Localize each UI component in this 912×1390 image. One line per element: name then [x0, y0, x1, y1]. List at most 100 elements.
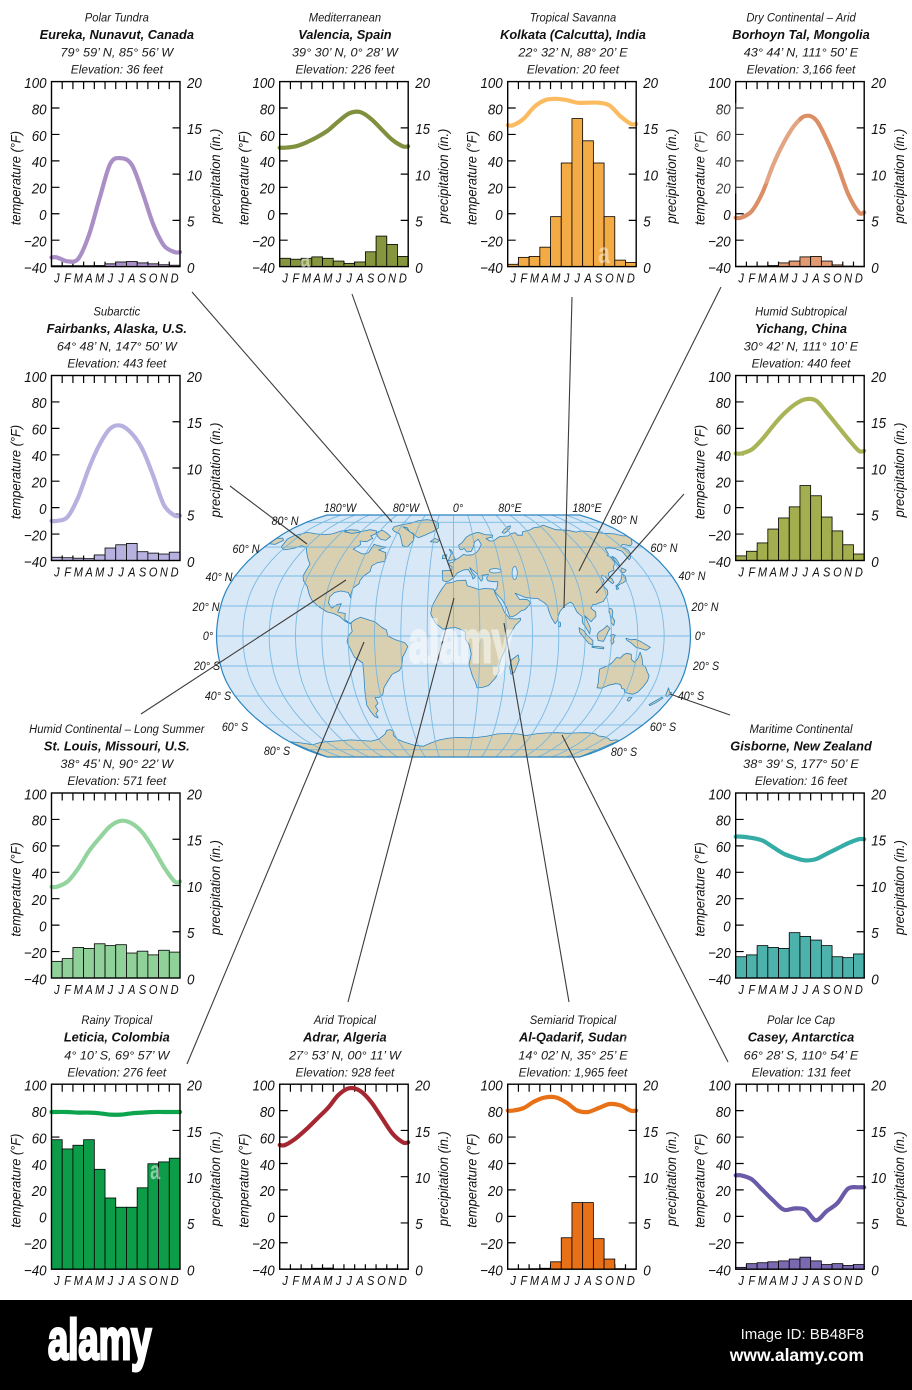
svg-text:5: 5 — [871, 507, 879, 524]
svg-text:a: a — [300, 244, 311, 273]
svg-text:15: 15 — [187, 121, 202, 138]
svg-text:O: O — [377, 1273, 386, 1288]
svg-text:27° 53’ N, 00° 11’ W: 27° 53’ N, 00° 11’ W — [288, 1048, 402, 1062]
svg-text:A: A — [84, 1273, 92, 1288]
svg-text:N: N — [844, 982, 852, 997]
svg-text:A: A — [769, 271, 777, 286]
svg-text:M: M — [323, 271, 333, 286]
svg-text:a: a — [623, 1025, 633, 1052]
svg-text:Mediterranean: Mediterranean — [309, 11, 381, 25]
svg-text:40° N: 40° N — [206, 571, 234, 584]
svg-text:Borhoyn Tal, Mongolia: Borhoyn Tal, Mongolia — [732, 27, 869, 42]
svg-text:20: 20 — [642, 1077, 658, 1094]
svg-text:−20: −20 — [252, 233, 275, 250]
svg-text:J: J — [737, 271, 744, 286]
svg-text:0: 0 — [723, 206, 731, 223]
svg-text:15: 15 — [643, 121, 658, 138]
svg-text:20° N: 20° N — [691, 601, 720, 614]
svg-text:0: 0 — [871, 1262, 879, 1279]
svg-text:−40: −40 — [24, 971, 47, 988]
svg-text:M: M — [779, 982, 789, 997]
svg-text:Elevation: 440 feet: Elevation: 440 feet — [752, 356, 851, 370]
svg-text:0: 0 — [187, 971, 195, 988]
svg-text:10: 10 — [643, 1169, 658, 1186]
svg-text:100: 100 — [708, 786, 730, 803]
svg-text:−40: −40 — [252, 1262, 275, 1279]
svg-text:N: N — [160, 1273, 168, 1288]
svg-text:10: 10 — [187, 878, 202, 895]
svg-text:−20: −20 — [480, 233, 503, 250]
svg-text:60: 60 — [32, 839, 47, 856]
svg-text:D: D — [627, 1273, 635, 1288]
svg-text:precipitation (in.): precipitation (in.) — [208, 840, 224, 936]
svg-text:−40: −40 — [24, 1262, 47, 1279]
svg-text:40: 40 — [716, 1156, 731, 1173]
svg-text:20: 20 — [870, 786, 886, 803]
svg-text:−20: −20 — [480, 1235, 503, 1252]
svg-text:M: M — [779, 1273, 789, 1288]
svg-text:40: 40 — [716, 865, 731, 882]
svg-text:Tropical Savanna: Tropical Savanna — [530, 11, 617, 25]
svg-text:−20: −20 — [24, 1235, 47, 1252]
svg-text:10: 10 — [871, 461, 886, 478]
svg-text:40: 40 — [260, 154, 275, 171]
svg-text:Dry Continental – Arid: Dry Continental – Arid — [746, 11, 856, 25]
svg-text:A: A — [127, 1273, 135, 1288]
svg-text:a: a — [150, 1156, 161, 1185]
svg-text:10: 10 — [415, 1169, 430, 1186]
svg-text:precipitation (in.): precipitation (in.) — [208, 1131, 224, 1227]
svg-text:Elevation: 276 feet: Elevation: 276 feet — [67, 1065, 166, 1079]
svg-text:temperature (°F): temperature (°F) — [692, 425, 708, 519]
svg-text:M: M — [95, 271, 105, 286]
svg-text:Maritime Continental: Maritime Continental — [750, 723, 853, 737]
svg-text:precipitation (in.): precipitation (in.) — [208, 129, 224, 225]
svg-text:Elevation: 1,965 feet: Elevation: 1,965 feet — [519, 1065, 628, 1079]
svg-text:80: 80 — [488, 101, 503, 118]
svg-text:M: M — [74, 271, 84, 286]
svg-text:0°: 0° — [203, 630, 214, 643]
svg-text:D: D — [855, 982, 863, 997]
svg-text:Subarctic: Subarctic — [93, 305, 140, 319]
svg-text:A: A — [355, 1273, 363, 1288]
svg-text:60: 60 — [716, 1130, 731, 1147]
svg-text:20: 20 — [31, 474, 47, 491]
svg-text:−20: −20 — [24, 233, 47, 250]
svg-text:100: 100 — [480, 1077, 502, 1094]
svg-text:temperature (°F): temperature (°F) — [8, 842, 24, 936]
svg-text:−20: −20 — [24, 944, 47, 961]
svg-text:S: S — [823, 982, 830, 997]
svg-text:M: M — [758, 271, 768, 286]
svg-text:100: 100 — [24, 1077, 46, 1094]
svg-text:S: S — [139, 1273, 146, 1288]
svg-text:10: 10 — [871, 1169, 886, 1186]
svg-text:10: 10 — [871, 167, 886, 184]
svg-text:M: M — [74, 1273, 84, 1288]
svg-text:Al-Qadarif, Sudan: Al-Qadarif, Sudan — [518, 1030, 627, 1045]
svg-text:J: J — [107, 271, 114, 286]
svg-text:43° 44’ N, 111° 50’ E: 43° 44’ N, 111° 50’ E — [744, 46, 859, 60]
svg-text:0: 0 — [495, 1209, 503, 1226]
svg-text:D: D — [627, 271, 635, 286]
svg-text:22° 32’ N, 88° 20’ E: 22° 32’ N, 88° 20’ E — [517, 46, 628, 60]
svg-text:15: 15 — [643, 1123, 658, 1140]
svg-text:Elevation: 20 feet: Elevation: 20 feet — [527, 63, 620, 77]
svg-text:A: A — [355, 271, 363, 286]
svg-text:D: D — [171, 982, 179, 997]
svg-text:S: S — [367, 271, 374, 286]
svg-text:J: J — [574, 1273, 581, 1288]
svg-text:D: D — [399, 271, 407, 286]
svg-text:20: 20 — [870, 1077, 886, 1094]
svg-text:J: J — [563, 1273, 570, 1288]
svg-text:D: D — [171, 271, 179, 286]
svg-text:J: J — [281, 1273, 288, 1288]
svg-text:F: F — [292, 271, 299, 286]
svg-text:S: S — [139, 982, 146, 997]
svg-text:80: 80 — [32, 101, 47, 118]
svg-text:80: 80 — [488, 1103, 503, 1120]
svg-text:80: 80 — [32, 812, 47, 829]
svg-text:40: 40 — [716, 154, 731, 171]
svg-text:M: M — [758, 565, 768, 580]
svg-text:0: 0 — [495, 206, 503, 223]
svg-text:A: A — [84, 982, 92, 997]
svg-text:60: 60 — [260, 1130, 275, 1147]
